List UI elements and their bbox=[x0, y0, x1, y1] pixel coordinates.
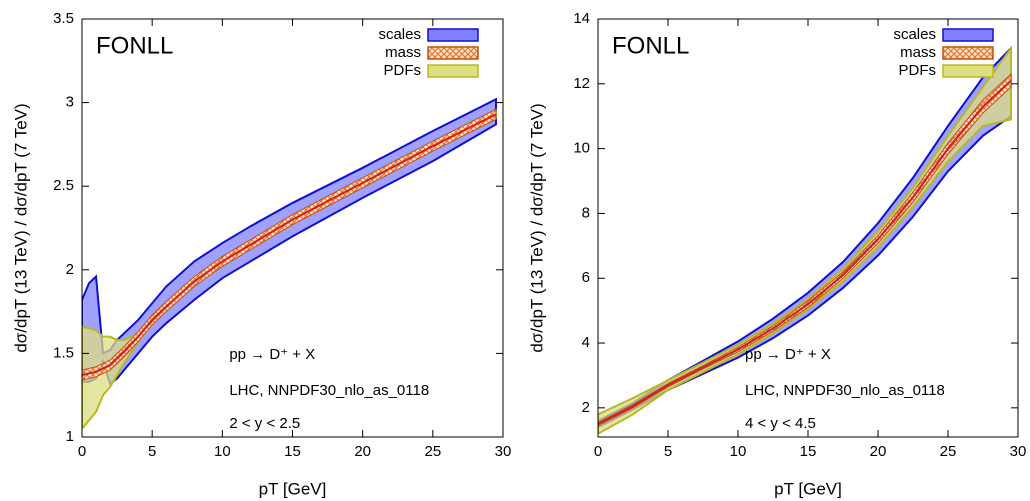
annotation: LHC, NNPDF30_nlo_as_0118 bbox=[229, 382, 429, 399]
y-tick-label: 2 bbox=[582, 399, 590, 416]
x-tick-label: 20 bbox=[870, 443, 887, 460]
y-tick-label: 4 bbox=[582, 334, 590, 351]
annotation: pp → D⁺ + X bbox=[229, 346, 315, 363]
legend-swatch bbox=[942, 28, 994, 42]
y-tick-label: 10 bbox=[573, 140, 590, 157]
x-tick-label: 10 bbox=[214, 443, 231, 460]
x-tick-label: 25 bbox=[424, 443, 441, 460]
band bbox=[598, 45, 1012, 435]
y-tick-label: 12 bbox=[573, 75, 590, 92]
y-tick-label: 3 bbox=[66, 94, 74, 111]
x-tick-label: 0 bbox=[78, 443, 86, 460]
central-line bbox=[81, 113, 497, 377]
legend-swatch bbox=[427, 64, 479, 78]
y-tick-label: 2.5 bbox=[53, 177, 74, 194]
x-tick-label: 20 bbox=[354, 443, 371, 460]
x-tick-label: 15 bbox=[800, 443, 817, 460]
y-tick-label: 6 bbox=[582, 269, 590, 286]
y-tick-label: 8 bbox=[582, 204, 590, 221]
legend-label: scales bbox=[378, 26, 421, 43]
band bbox=[598, 72, 1012, 427]
y-tick-label: 2 bbox=[66, 261, 74, 278]
band bbox=[598, 45, 1012, 429]
legend-swatch bbox=[942, 46, 994, 60]
x-axis-label: pT [GeV] bbox=[259, 479, 327, 498]
x-axis-label: pT [GeV] bbox=[774, 479, 842, 498]
legend-swatch bbox=[427, 46, 479, 60]
y-tick-label: 1 bbox=[66, 428, 74, 445]
legend-label: PDFs bbox=[384, 62, 422, 79]
plot-frame bbox=[597, 18, 1019, 438]
x-tick-label: 10 bbox=[730, 443, 747, 460]
central-line bbox=[597, 79, 1012, 425]
x-tick-label: 15 bbox=[284, 443, 301, 460]
x-tick-label: 5 bbox=[664, 443, 672, 460]
x-tick-label: 30 bbox=[495, 443, 512, 460]
legend-label: scales bbox=[893, 26, 936, 43]
x-tick-label: 25 bbox=[940, 443, 957, 460]
legend-swatch bbox=[942, 64, 994, 78]
x-tick-label: 0 bbox=[594, 443, 602, 460]
x-tick-label: 5 bbox=[148, 443, 156, 460]
y-axis-label: dσ/dpT (13 TeV) / dσ/dpT (7 TeV) bbox=[11, 103, 30, 352]
y-tick-label: 3.5 bbox=[53, 10, 74, 27]
annotation: LHC, NNPDF30_nlo_as_0118 bbox=[745, 382, 945, 399]
chart-title: FONLL bbox=[96, 32, 173, 59]
chart-title: FONLL bbox=[612, 32, 689, 59]
legend-swatch bbox=[427, 28, 479, 42]
y-tick-label: 1.5 bbox=[53, 344, 74, 361]
legend-label: mass bbox=[385, 44, 421, 61]
legend-label: PDFs bbox=[899, 62, 937, 79]
annotation: pp → D⁺ + X bbox=[745, 346, 831, 363]
y-tick-label: 14 bbox=[573, 10, 590, 27]
annotation: 4 < y < 4.5 bbox=[745, 415, 816, 432]
x-tick-label: 30 bbox=[1010, 443, 1027, 460]
y-axis-label: dσ/dpT (13 TeV) / dσ/dpT (7 TeV) bbox=[527, 103, 546, 352]
annotation: 2 < y < 2.5 bbox=[229, 415, 300, 432]
legend-label: mass bbox=[900, 44, 936, 61]
